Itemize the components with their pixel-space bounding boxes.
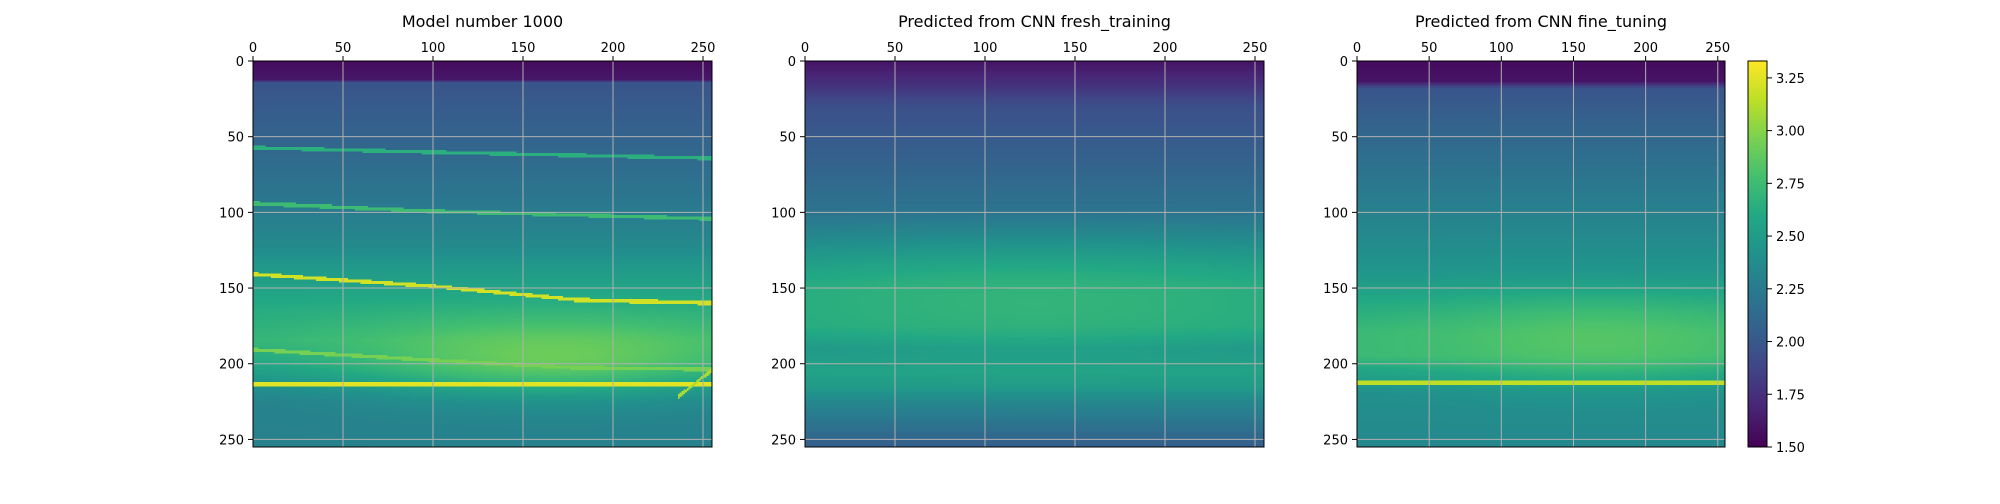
x-tick-label: 250 — [1705, 41, 1730, 56]
x-tick-label: 50 — [335, 41, 352, 56]
y-tick-label: 100 — [771, 206, 796, 221]
heatmap-image — [805, 61, 1264, 447]
subplot-1: 0 50 100 150 200 250 0 50 100 150 200 250 Model numb… — [219, 12, 715, 448]
x-tick-label: 0 — [1353, 41, 1361, 56]
y-tick-label: 200 — [771, 358, 796, 373]
subplot-2: 0 50 100 150 200 250 0 50 100 150 200 250 Predicted … — [771, 12, 1267, 448]
x-tick-label: 0 — [249, 41, 257, 56]
x-tick-label: 250 — [1243, 41, 1268, 56]
y-tick-label: 250 — [771, 433, 796, 448]
colorbar-gradient — [1747, 60, 1768, 448]
colorbar: 1.50 1.75 2.00 2.25 2.50 2.75 3.00 3.25 — [1747, 60, 1805, 456]
x-tick-label: 200 — [601, 41, 626, 56]
colorbar-tick-label: 3.25 — [1776, 72, 1805, 87]
y-tick-label: 150 — [1323, 282, 1348, 297]
y-tick-label: 0 — [1340, 55, 1348, 70]
y-tick-label: 50 — [1331, 131, 1348, 146]
subplot-title: Predicted from CNN fresh_training — [898, 12, 1171, 32]
x-tick-label: 50 — [887, 41, 904, 56]
x-tick-label: 250 — [691, 41, 716, 56]
x-tick-label: 100 — [973, 41, 998, 56]
colorbar-tick-label: 2.75 — [1776, 177, 1805, 192]
heatmap-image — [253, 61, 712, 447]
x-tick-label: 150 — [1561, 41, 1586, 56]
plot-frame — [804, 60, 1265, 448]
x-tick-label: 0 — [801, 41, 809, 56]
x-tick-label: 200 — [1633, 41, 1658, 56]
y-tick-label: 150 — [219, 282, 244, 297]
y-tick-label: 200 — [1323, 358, 1348, 373]
subplot-title: Model number 1000 — [402, 12, 563, 31]
x-tick-label: 200 — [1153, 41, 1178, 56]
y-tick-label: 50 — [779, 131, 796, 146]
y-tick-label: 250 — [219, 433, 244, 448]
y-tick-label: 200 — [219, 358, 244, 373]
plot-frame — [1356, 60, 1726, 448]
heatmap-image — [1357, 61, 1725, 447]
x-tick-label: 100 — [1489, 41, 1514, 56]
colorbar-tick-label: 2.00 — [1776, 336, 1805, 351]
x-tick-label: 150 — [511, 41, 536, 56]
y-tick-label: 0 — [236, 55, 244, 70]
y-tick-label: 0 — [788, 55, 796, 70]
colorbar-tick-label: 2.25 — [1776, 283, 1805, 298]
plot-frame — [252, 60, 713, 448]
colorbar-tick-label: 2.50 — [1776, 230, 1805, 245]
y-tick-label: 50 — [227, 131, 244, 146]
y-tick-label: 150 — [771, 282, 796, 297]
colorbar-tick-label: 1.75 — [1776, 388, 1805, 403]
subplot-title: Predicted from CNN fine_tuning — [1415, 12, 1667, 32]
x-tick-label: 50 — [1421, 41, 1438, 56]
x-tick-label: 150 — [1063, 41, 1088, 56]
subplot-3: 0 50 100 150 200 250 0 50 100 150 200 250 Predicted … — [1323, 12, 1730, 448]
y-tick-label: 100 — [219, 206, 244, 221]
colorbar-tick-label: 1.50 — [1776, 441, 1805, 456]
colorbar-tick-label: 3.00 — [1776, 125, 1805, 140]
y-tick-label: 100 — [1323, 206, 1348, 221]
x-tick-label: 100 — [421, 41, 446, 56]
y-tick-label: 250 — [1323, 433, 1348, 448]
